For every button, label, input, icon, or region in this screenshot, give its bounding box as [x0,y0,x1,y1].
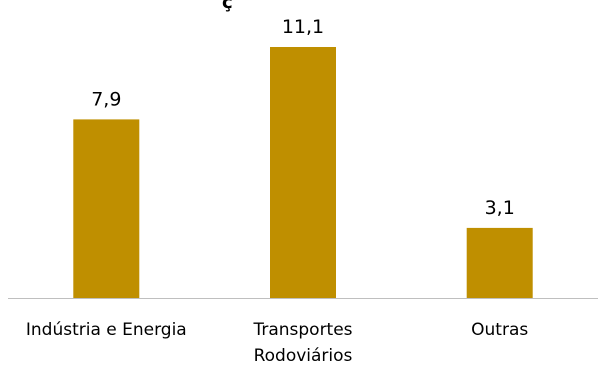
category-label-1-line-0: Transportes [252,320,352,340]
category-label-1-line-1: Rodoviários [254,346,353,366]
data-label-0: 7,9 [91,88,121,110]
bar-1 [270,47,336,298]
data-label-2: 3,1 [485,197,515,219]
chart-title-fragment: ç [222,0,233,13]
bar-2 [466,227,533,298]
labels: 7,9 Indústria e Energia 11,1 Transportes Rod… [26,16,529,366]
category-label-0: Indústria e Energia [26,320,187,340]
data-label-1: 11,1 [282,16,324,38]
category-label-2: Outras [471,320,528,340]
bar-0 [73,119,140,299]
bars [73,47,533,299]
